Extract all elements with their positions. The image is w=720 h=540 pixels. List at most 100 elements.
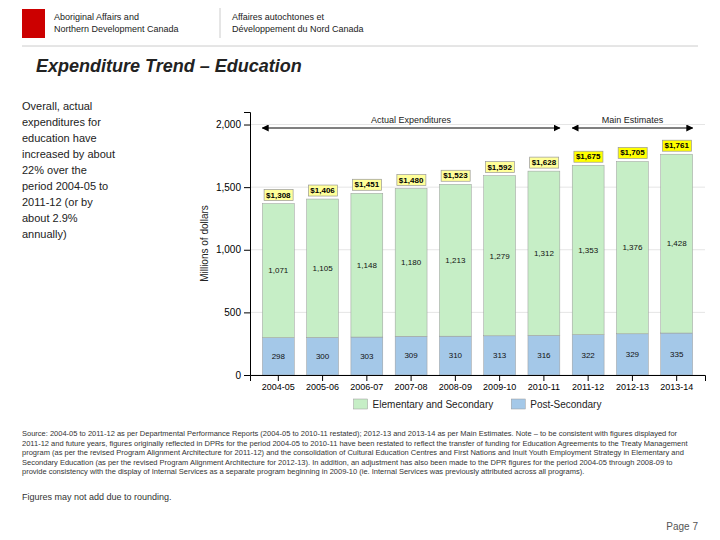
x-axis: 2004-05 2005-06 2006-07 2007-08 2008-09 2009-… — [251, 375, 706, 392]
total-box — [264, 190, 293, 201]
axis-domain — [244, 113, 251, 376]
tick-mark — [244, 125, 250, 126]
total-box — [662, 140, 691, 151]
data-label: 1,279 — [490, 252, 511, 261]
total-box — [485, 162, 514, 173]
x-tick: 2013-14 — [660, 375, 693, 392]
total-label: $1,480 — [399, 176, 424, 185]
bar-segment — [395, 336, 427, 375]
bar-segment — [661, 154, 693, 333]
bar-segment — [484, 176, 516, 336]
title: Expenditure Trend – Education — [36, 56, 302, 76]
tick-mark — [455, 375, 456, 381]
x-tick: 2011-12 — [572, 375, 604, 392]
data-label: 300 — [316, 352, 330, 361]
total-label-group: $1,480 — [397, 175, 426, 186]
bar-segment — [307, 199, 339, 337]
data-label: 1,105 — [313, 264, 334, 273]
x-tick: 2005-06 — [306, 375, 339, 392]
total-label: $1,406 — [310, 186, 335, 195]
total-box — [530, 157, 559, 168]
y-tick: 1,500 — [216, 182, 250, 193]
total-label-group: $1,761 — [662, 140, 691, 151]
header-left-line: Northern Development Canada — [54, 24, 179, 34]
bar-segment — [439, 336, 471, 375]
total-box — [397, 175, 426, 186]
side-note-line: 22% over the — [22, 164, 87, 176]
data-label: 310 — [449, 351, 463, 360]
x-tick-label: 2008-09 — [439, 382, 472, 392]
data-label: 309 — [404, 351, 418, 360]
legend: Elementary and Secondary Post-Secondary — [354, 399, 602, 410]
x-tick-label: 2007-08 — [395, 382, 428, 392]
side-note-line: education have — [22, 132, 97, 144]
legend-label: Elementary and Secondary — [373, 399, 494, 410]
y-tick-label: 1,500 — [216, 182, 241, 193]
x-tick-label: 2013-14 — [660, 382, 693, 392]
total-label: $1,675 — [576, 152, 601, 161]
data-label: 329 — [626, 350, 640, 359]
y-tick-label: 2,000 — [216, 119, 241, 130]
tick-mark — [322, 375, 323, 381]
tick-mark — [411, 375, 412, 381]
x-tick-label: 2009-10 — [483, 382, 516, 392]
side-note-line: annually) — [22, 228, 67, 240]
total-label-group: $1,705 — [618, 147, 647, 158]
data-label: 1,148 — [357, 261, 378, 270]
total-label: $1,592 — [487, 163, 512, 172]
bar-segment — [262, 204, 294, 338]
data-label: 1,428 — [667, 239, 688, 248]
total-box — [353, 179, 382, 190]
y-axis: 05001,0001,5002,000 — [216, 113, 251, 381]
data-label: 1,180 — [401, 258, 422, 267]
bar-segment — [572, 335, 604, 375]
header-separator — [220, 8, 221, 38]
legend-item: Post-Secondary — [511, 399, 601, 410]
x-tick-label: 2006-07 — [350, 382, 383, 392]
total-label: $1,761 — [664, 141, 689, 150]
side-note-line: increased by about — [22, 148, 115, 160]
data-label: 316 — [537, 351, 551, 360]
series — [262, 154, 692, 337]
data-label: 1,213 — [445, 256, 466, 265]
annotation-label: Actual Expenditures — [371, 115, 452, 125]
bar-segment — [262, 338, 294, 375]
side-note-line: 2011-12 (or by — [22, 196, 93, 208]
annotation-arrow — [262, 128, 559, 129]
x-tick: 2004-05 — [262, 375, 295, 392]
total-label-group: $1,675 — [574, 151, 603, 162]
y-tick-label: 0 — [235, 370, 241, 381]
page: Aboriginal Affairs andNorthern Developme… — [0, 0, 720, 540]
total-label: $1,523 — [443, 171, 468, 180]
total-box — [618, 147, 647, 158]
x-tick: 2008-09 — [439, 375, 472, 392]
total-label-group: $1,308 — [264, 190, 293, 201]
page-number: Page 7 — [666, 521, 698, 532]
bar-segment — [572, 165, 604, 334]
header-right: Affaires autochtones etDéveloppement du … — [232, 12, 364, 34]
side-note-line: Overall, actual — [22, 100, 92, 112]
header-rule — [22, 46, 698, 47]
total-label-group: $1,628 — [530, 157, 559, 168]
total-label-group: $1,592 — [485, 162, 514, 173]
bar-segment — [307, 337, 339, 375]
side-note-line: period 2004-05 to — [22, 180, 108, 192]
total-box — [574, 151, 603, 162]
bars — [262, 154, 692, 375]
tick-mark — [499, 375, 500, 381]
x-tick: 2012-13 — [616, 375, 649, 392]
legend-swatch — [354, 399, 368, 409]
y-tick: 2,000 — [216, 119, 250, 130]
x-tick: 2009-10 — [483, 375, 516, 392]
tick-mark — [244, 250, 250, 251]
tick-mark — [278, 375, 279, 381]
data-label: 313 — [493, 351, 507, 360]
total-label: $1,628 — [532, 158, 557, 167]
tick-mark — [244, 312, 250, 313]
bar-segment — [351, 193, 383, 337]
header-left: Aboriginal Affairs andNorthern Developme… — [54, 12, 179, 34]
tick-mark — [588, 375, 589, 381]
logo — [22, 9, 45, 38]
series — [262, 333, 692, 375]
total-box — [441, 170, 470, 181]
